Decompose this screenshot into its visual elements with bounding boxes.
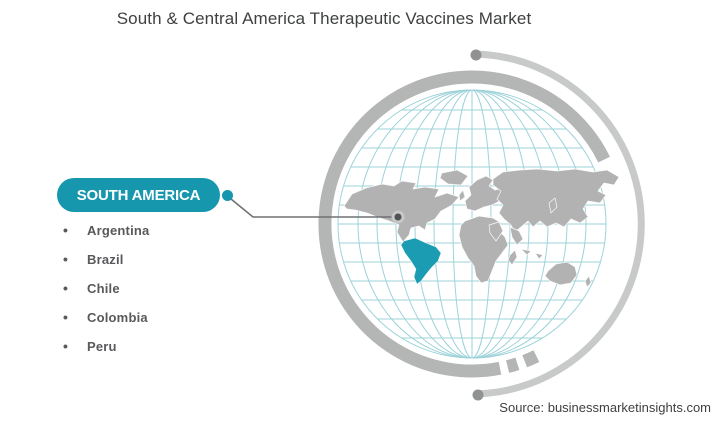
highlighted-south-america (400, 237, 442, 285)
region-callout-label: SOUTH AMERICA (76, 186, 201, 204)
ring-arcs (318, 49, 645, 401)
source-attribution: Source: businessmarketinsights.com (499, 400, 711, 415)
callout-connector (230, 198, 405, 224)
world-map (343, 168, 620, 288)
continent-europe (464, 175, 508, 212)
bullet-icon: • (63, 309, 69, 325)
country-list: • Argentina • Brazil • Chile • Colombia • Peru (63, 222, 149, 367)
region-callout-pill[interactable]: SOUTH AMERICA (57, 178, 220, 212)
bullet-icon: • (63, 222, 69, 238)
country-list-item: • Argentina (63, 222, 149, 238)
country-label: Peru (87, 338, 117, 354)
country-list-item: • Colombia (63, 309, 149, 325)
country-label: Brazil (87, 251, 124, 267)
ring-outer-thin-arc (476, 50, 645, 398)
country-list-item: • Brazil (63, 251, 149, 267)
island-japan (548, 197, 558, 214)
country-label: Argentina (87, 222, 150, 238)
page-title: South & Central America Therapeutic Vacc… (116, 9, 532, 28)
region-indochina (509, 226, 524, 246)
continent-north-america (343, 180, 460, 243)
bullet-icon: • (63, 251, 69, 267)
ring-dash-2 (522, 350, 540, 368)
ring-main-arc (318, 70, 610, 378)
country-label: Colombia (87, 309, 148, 325)
island-indonesia-1 (520, 248, 532, 256)
country-list-item: • Chile (63, 280, 149, 296)
island-madagascar (507, 249, 518, 266)
country-list-item: • Peru (63, 338, 149, 354)
continent-uk (458, 189, 466, 202)
ring-bottom-dot (472, 389, 484, 401)
region-india (488, 221, 504, 242)
ring-dash-1 (505, 357, 520, 373)
continent-asia (492, 168, 620, 233)
map-marker (391, 210, 405, 224)
continent-australia (544, 261, 578, 286)
bullet-icon: • (63, 338, 69, 354)
island-indonesia-2 (534, 252, 544, 260)
continent-greenland (439, 169, 469, 186)
callout-dot (222, 190, 233, 201)
island-new-zealand (584, 275, 592, 288)
country-label: Chile (87, 280, 120, 296)
bullet-icon: • (63, 280, 69, 296)
ring-top-dot (470, 49, 482, 61)
